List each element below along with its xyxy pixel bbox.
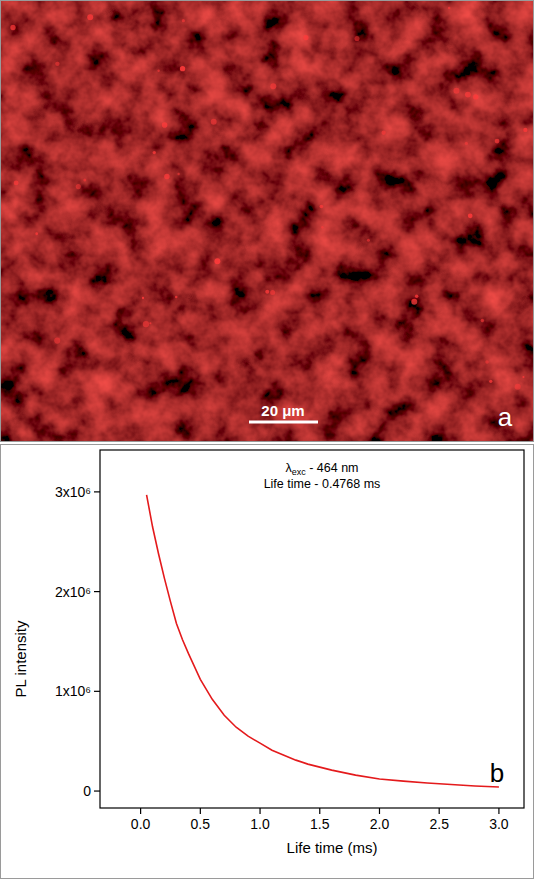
image-background xyxy=(1,1,533,441)
x-tick-label: 2.0 xyxy=(370,816,390,832)
x-tick xyxy=(259,808,260,814)
speckle xyxy=(162,122,168,128)
y-tick xyxy=(94,491,100,492)
panel-label: a xyxy=(498,402,513,432)
speckle xyxy=(211,119,217,125)
speckle xyxy=(320,205,324,209)
speckle xyxy=(14,181,19,186)
speckle xyxy=(303,35,308,40)
speckle xyxy=(522,376,524,378)
scale-bar-label: 20 μm xyxy=(261,402,304,419)
speckle xyxy=(265,290,269,294)
speckle xyxy=(354,36,359,41)
speckle xyxy=(415,294,419,298)
speckle xyxy=(180,66,185,71)
speckle xyxy=(153,151,156,154)
speckle xyxy=(87,14,93,20)
panel-a-border xyxy=(1,1,534,442)
speckle xyxy=(270,83,276,89)
annotation-text: Life time - 0.4768 ms xyxy=(264,477,381,491)
x-tick xyxy=(140,808,141,814)
panel-label: b xyxy=(490,758,504,788)
speckle xyxy=(83,178,86,181)
y-tick-label: 2x10⁶ xyxy=(55,584,91,600)
x-tick-label: 3.0 xyxy=(489,816,509,832)
speckle xyxy=(175,296,178,299)
plot-frame xyxy=(100,450,524,808)
speckle xyxy=(142,297,144,299)
speckle xyxy=(453,88,459,94)
speckle xyxy=(143,321,149,327)
speckle xyxy=(214,258,220,264)
speckle xyxy=(177,173,179,175)
speckle xyxy=(448,7,451,10)
speckle xyxy=(481,319,484,322)
x-tick xyxy=(498,808,499,814)
x-axis-title: Life time (ms) xyxy=(287,839,378,856)
speckle xyxy=(157,69,159,71)
speckle xyxy=(149,322,151,324)
speckle xyxy=(465,142,468,145)
speckle xyxy=(10,25,15,30)
speckle xyxy=(473,94,478,99)
annotation-subscript: exc xyxy=(292,467,307,477)
speckle xyxy=(76,184,81,189)
figure: 20 μm a 0.0 0.5 1.0 1.5 2.0 2.5 3.0 0 1x10⁶ 2x10⁶ 3x… xyxy=(0,0,534,880)
panel-b-border xyxy=(1,445,534,879)
x-tick xyxy=(319,808,320,814)
plot-area xyxy=(147,495,499,787)
speckle xyxy=(182,19,185,22)
speckle xyxy=(485,360,489,364)
x-tick-label: 0.0 xyxy=(131,816,151,832)
speckle xyxy=(515,384,521,390)
x-tick-label: 1.5 xyxy=(310,816,330,832)
x-tick-label: 1.0 xyxy=(250,816,270,832)
y-axis-title: PL intensity xyxy=(12,620,29,697)
speckle xyxy=(321,226,323,228)
annotation: Life time - 0.4768 ms xyxy=(264,477,381,491)
speckle xyxy=(367,239,370,242)
x-tick xyxy=(439,808,440,814)
speckle xyxy=(468,213,473,218)
speckle xyxy=(270,290,275,295)
x-tick-label: 0.5 xyxy=(191,816,211,832)
x-tick xyxy=(379,808,380,814)
y-tick-label: 0 xyxy=(83,783,91,799)
speckle xyxy=(465,92,471,98)
image-texture xyxy=(1,1,533,441)
y-tick xyxy=(94,691,100,692)
speckle xyxy=(35,232,38,235)
speckle xyxy=(489,380,492,383)
speckle xyxy=(523,128,527,132)
speckle xyxy=(411,299,417,305)
y-tick xyxy=(94,591,100,592)
speckle xyxy=(381,131,385,135)
speckle xyxy=(164,174,169,179)
speckle xyxy=(495,139,500,144)
y-tick xyxy=(94,790,100,791)
x-tick-label: 2.5 xyxy=(429,816,449,832)
y-tick-label: 3x10⁶ xyxy=(55,484,91,500)
annotation-text: - 464 nm xyxy=(306,461,359,475)
micrograph xyxy=(1,1,533,441)
speckle xyxy=(54,338,60,344)
decay-curve xyxy=(147,495,499,787)
x-tick xyxy=(200,808,201,814)
speckle xyxy=(55,62,59,66)
y-tick-label: 1x10⁶ xyxy=(55,683,91,699)
annotation: λexc - 464 nm xyxy=(285,461,358,477)
scale-bar xyxy=(249,421,318,424)
